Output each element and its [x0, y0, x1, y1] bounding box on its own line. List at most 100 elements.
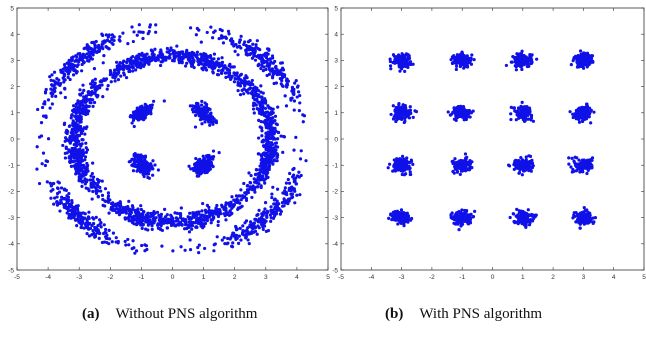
data-point: [236, 88, 240, 93]
data-point: [258, 100, 262, 104]
data-point: [87, 189, 91, 193]
data-point: [251, 42, 255, 46]
data-point: [529, 118, 533, 122]
data-point: [71, 159, 75, 164]
data-point: [147, 105, 151, 109]
data-point: [405, 156, 409, 160]
data-point: [205, 102, 209, 107]
data-point: [188, 248, 193, 252]
data-point: [88, 100, 92, 105]
data-point: [196, 111, 200, 115]
data-point: [142, 174, 146, 179]
data-point: [84, 180, 89, 184]
data-point: [183, 220, 187, 224]
data-point: [400, 172, 404, 177]
data-point: [105, 38, 110, 42]
data-point: [522, 118, 526, 122]
data-point: [525, 62, 529, 66]
data-point: [209, 221, 213, 225]
data-point: [260, 212, 264, 216]
data-point: [228, 237, 232, 241]
data-point: [230, 206, 234, 210]
data-point: [242, 87, 246, 91]
data-point: [226, 29, 231, 33]
data-point: [53, 196, 57, 200]
y-tick-label: 4: [10, 32, 14, 39]
data-point: [140, 226, 144, 230]
data-point: [301, 120, 305, 124]
data-point: [209, 113, 213, 117]
data-point: [51, 84, 55, 88]
data-point: [211, 36, 215, 40]
data-point: [84, 126, 88, 131]
data-point: [509, 60, 513, 64]
data-point: [257, 136, 261, 140]
data-point: [399, 57, 403, 61]
data-point: [151, 50, 155, 54]
data-point: [199, 215, 203, 219]
data-point: [274, 144, 278, 148]
data-point: [524, 155, 528, 159]
data-point: [263, 200, 268, 205]
data-point: [184, 50, 188, 54]
data-point: [409, 172, 413, 177]
data-point: [516, 109, 520, 113]
data-point: [195, 26, 199, 31]
data-point: [183, 227, 187, 231]
data-point: [142, 170, 146, 175]
data-point: [259, 154, 264, 158]
data-point: [267, 167, 271, 172]
data-point: [132, 246, 136, 250]
data-point: [219, 71, 224, 75]
data-point: [163, 207, 167, 211]
data-point: [127, 243, 131, 247]
data-point: [221, 41, 226, 45]
data-point: [193, 104, 197, 109]
data-point: [216, 223, 220, 227]
data-point: [206, 107, 211, 111]
data-point: [193, 211, 197, 215]
plot-frame: [16, 7, 329, 271]
data-point: [129, 211, 133, 215]
data-point: [177, 53, 182, 57]
data-point: [206, 59, 210, 63]
data-point: [116, 201, 121, 205]
data-point: [85, 52, 89, 56]
data-point: [147, 176, 151, 180]
data-point: [146, 172, 151, 176]
data-point: [224, 75, 228, 80]
data-point: [294, 182, 298, 186]
data-point: [68, 160, 72, 165]
data-point: [101, 197, 105, 202]
data-point: [139, 110, 143, 114]
data-point: [135, 107, 140, 111]
data-point: [102, 77, 106, 81]
data-point: [66, 199, 71, 203]
data-point: [72, 133, 76, 138]
data-point: [57, 190, 62, 194]
data-point: [55, 195, 59, 199]
data-point: [468, 159, 472, 163]
data-point: [52, 87, 56, 91]
data-point: [133, 218, 138, 222]
data-point: [267, 105, 271, 109]
data-point: [147, 167, 151, 171]
data-point: [211, 157, 215, 161]
data-point: [78, 221, 82, 225]
data-point: [114, 240, 118, 244]
data-point: [153, 211, 157, 215]
data-point: [97, 49, 101, 53]
data-point: [453, 109, 457, 113]
data-point: [528, 154, 533, 159]
data-point: [298, 193, 302, 197]
data-point: [298, 157, 303, 161]
data-point: [203, 109, 207, 114]
data-point: [205, 219, 209, 223]
data-point: [210, 66, 214, 70]
data-point: [91, 161, 95, 165]
data-point: [224, 203, 228, 207]
data-point: [249, 173, 253, 178]
data-point: [175, 54, 179, 58]
data-point: [76, 215, 80, 219]
data-point: [76, 204, 80, 208]
